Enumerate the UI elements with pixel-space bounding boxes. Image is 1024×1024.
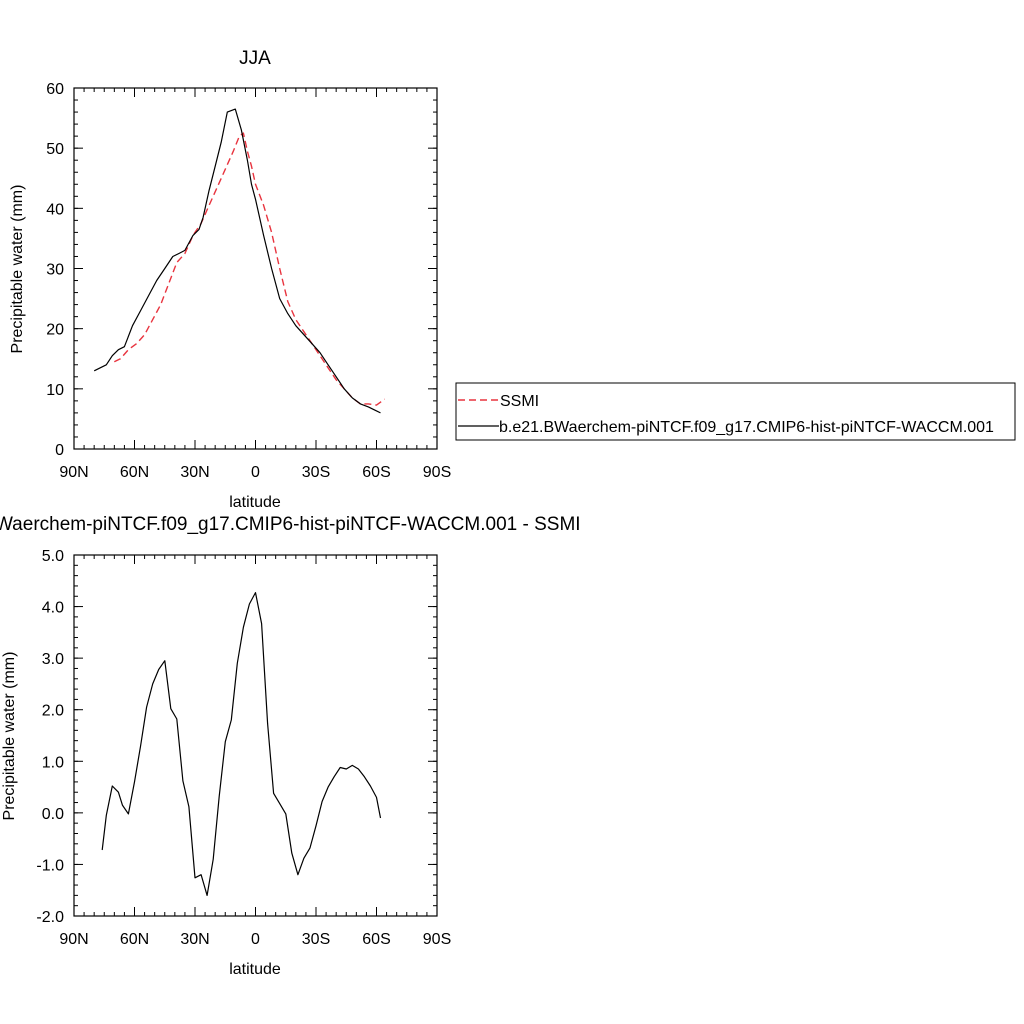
x-tick-label: 30N — [180, 931, 209, 948]
x-tick-label: 90N — [59, 464, 88, 481]
x-tick-label: 60N — [120, 931, 149, 948]
bottom-panel-xlabel: latitude — [229, 961, 281, 978]
legend-label-ssmi: SSMI — [500, 393, 539, 410]
x-tick-label: 90S — [423, 931, 451, 948]
x-tick-label: 90S — [423, 464, 451, 481]
x-tick-label: 60S — [362, 464, 390, 481]
y-tick-label: 3.0 — [42, 651, 64, 668]
top-series-line-ssmi — [113, 132, 386, 406]
legend-box — [455, 382, 1016, 441]
y-tick-label: -2.0 — [36, 909, 64, 926]
bottom-panel-axes: 90N 60N 30N 0 30S 60S 90S -2.0 -1.0 0.0 1.0 2.0 3.0 4… — [36, 548, 451, 948]
y-tick-label: 50 — [46, 141, 64, 158]
y-tick-label: 0 — [55, 442, 64, 459]
bottom-panel-series — [101, 591, 382, 897]
x-tick-label: 0 — [251, 931, 260, 948]
top-panel-ylabel: Precipitable water (mm) — [9, 185, 26, 354]
y-tick-label: 5.0 — [42, 548, 64, 565]
top-series-line-model — [93, 108, 381, 414]
y-tick-label: 0.0 — [42, 806, 64, 823]
y-tick-label: 4.0 — [42, 600, 64, 617]
y-tick-label: 60 — [46, 81, 64, 98]
y-tick-label: 20 — [46, 322, 64, 339]
legend-label-model: b.e21.BWaerchem-piNTCF.f09_g17.CMIP6-his… — [499, 419, 994, 436]
top-panel-axes: 90N 60N 30N 0 30S 60S 90S 0 10 20 30 40 50 60 — [46, 81, 451, 481]
top-panel-xlabel: latitude — [229, 494, 281, 511]
x-tick-label: 0 — [251, 464, 260, 481]
bottom-panel-title: b.e21.BWaerchem-piNTCF.f09_g17.CMIP6-his… — [0, 514, 581, 535]
top-panel: JJA Precipitable water (mm) latitude 90N… — [9, 48, 451, 511]
y-tick-label: 40 — [46, 201, 64, 218]
y-tick-label: 2.0 — [42, 703, 64, 720]
y-tick-label: 1.0 — [42, 754, 64, 771]
top-panel-title: JJA — [239, 48, 271, 69]
y-tick-label: -1.0 — [36, 857, 64, 874]
y-tick-label: 30 — [46, 262, 64, 279]
bottom-panel: b.e21.BWaerchem-piNTCF.f09_g17.CMIP6-his… — [0, 514, 581, 978]
x-tick-label: 30S — [302, 931, 330, 948]
bottom-panel-ylabel: Precipitable water (mm) — [1, 652, 18, 821]
x-tick-label: 60S — [362, 931, 390, 948]
y-tick-label: 10 — [46, 382, 64, 399]
x-tick-label: 30S — [302, 464, 330, 481]
x-tick-label: 30N — [180, 464, 209, 481]
bottom-series-line-model — [101, 591, 382, 897]
x-tick-label: 60N — [120, 464, 149, 481]
x-tick-label: 90N — [59, 931, 88, 948]
top-panel-series — [93, 108, 386, 414]
legend: SSMI b.e21.BWaerchem-piNTCF.f09_g17.CMIP… — [455, 382, 1016, 441]
